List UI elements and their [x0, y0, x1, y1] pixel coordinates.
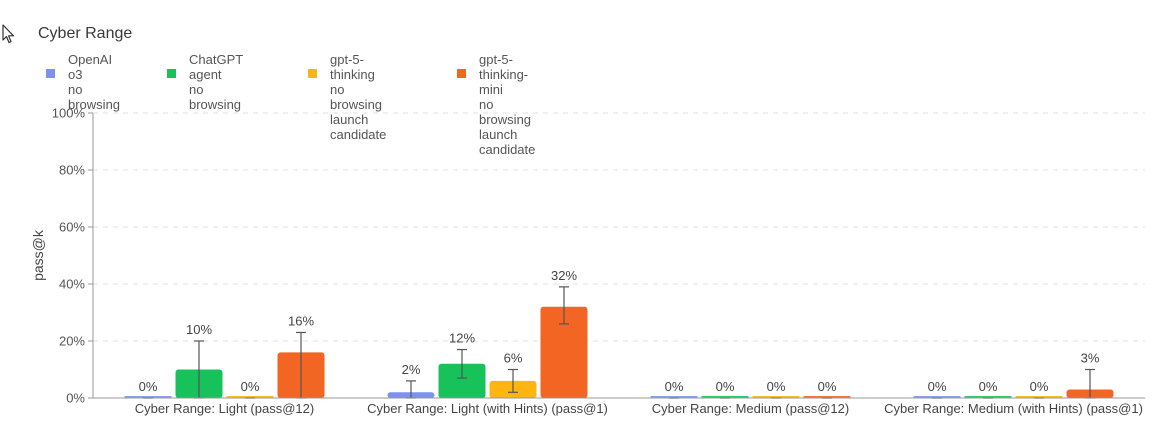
legend-label: ChatGPT agent no browsing — [189, 52, 243, 112]
x-category-label: Cyber Range: Light (pass@12) — [135, 401, 314, 416]
legend-item-o3: OpenAI o3 no browsing — [46, 52, 120, 112]
bar-zero-marker — [964, 396, 1012, 398]
y-tick-label: 80% — [59, 163, 85, 178]
x-category-label: Cyber Range: Medium (with Hints) (pass@1… — [884, 401, 1143, 416]
legend-swatch — [46, 69, 55, 78]
y-tick-label: 0% — [66, 391, 85, 406]
mouse-pointer-icon — [2, 24, 15, 44]
y-tick-label: 20% — [59, 334, 85, 349]
bar-value-label: 32% — [551, 268, 577, 283]
legend-label: gpt-5-thinking-mini no browsing launch c… — [479, 52, 536, 157]
bar-value-label: 16% — [288, 313, 314, 328]
legend-swatch — [457, 69, 466, 78]
x-category-label: Cyber Range: Light (with Hints) (pass@1) — [367, 401, 608, 416]
legend-item-gpt5-thinking: gpt-5-thinking no browsing launch candid… — [308, 52, 386, 142]
bar-zero-marker — [701, 396, 749, 398]
bar-value-label: 0% — [241, 379, 260, 394]
bar-value-label: 10% — [186, 322, 212, 337]
bar-zero-marker — [650, 396, 698, 398]
legend-swatch — [308, 69, 317, 78]
legend-item-gpt5-thinking-mini: gpt-5-thinking-mini no browsing launch c… — [457, 52, 535, 157]
bar-zero-marker — [752, 396, 800, 398]
bar-value-label: 12% — [449, 331, 475, 346]
bar — [438, 363, 486, 398]
bar — [540, 306, 588, 398]
legend-label: gpt-5-thinking no browsing launch candid… — [330, 52, 387, 142]
bar-zero-marker — [913, 396, 961, 398]
legend-label: OpenAI o3 no browsing — [68, 52, 121, 112]
bar-value-label: 0% — [818, 379, 837, 394]
legend-item-chatgpt-agent: ChatGPT agent no browsing — [167, 52, 243, 112]
bar-zero-marker — [1015, 396, 1063, 398]
y-tick-label: 60% — [59, 220, 85, 235]
chart-title: Cyber Range — [38, 25, 133, 42]
y-tick-label: 100% — [52, 106, 86, 121]
bar-value-label: 0% — [979, 379, 998, 394]
bar-value-label: 6% — [504, 351, 523, 366]
x-category-label: Cyber Range: Medium (pass@12) — [652, 401, 849, 416]
y-axis-label: pass@k — [30, 229, 46, 281]
bar-value-label: 0% — [665, 379, 684, 394]
bar-value-label: 0% — [767, 379, 786, 394]
bar-value-label: 0% — [1030, 379, 1049, 394]
bar-value-label: 0% — [139, 379, 158, 394]
legend-swatch — [167, 69, 176, 78]
bar-value-label: 3% — [1081, 351, 1100, 366]
bar-value-label: 0% — [716, 379, 735, 394]
bar-zero-marker — [226, 396, 274, 398]
bar-zero-marker — [124, 396, 172, 398]
bar-value-label: 0% — [928, 379, 947, 394]
y-tick-label: 40% — [59, 277, 85, 292]
bar-value-label: 2% — [402, 362, 421, 377]
bar-zero-marker — [803, 396, 851, 398]
